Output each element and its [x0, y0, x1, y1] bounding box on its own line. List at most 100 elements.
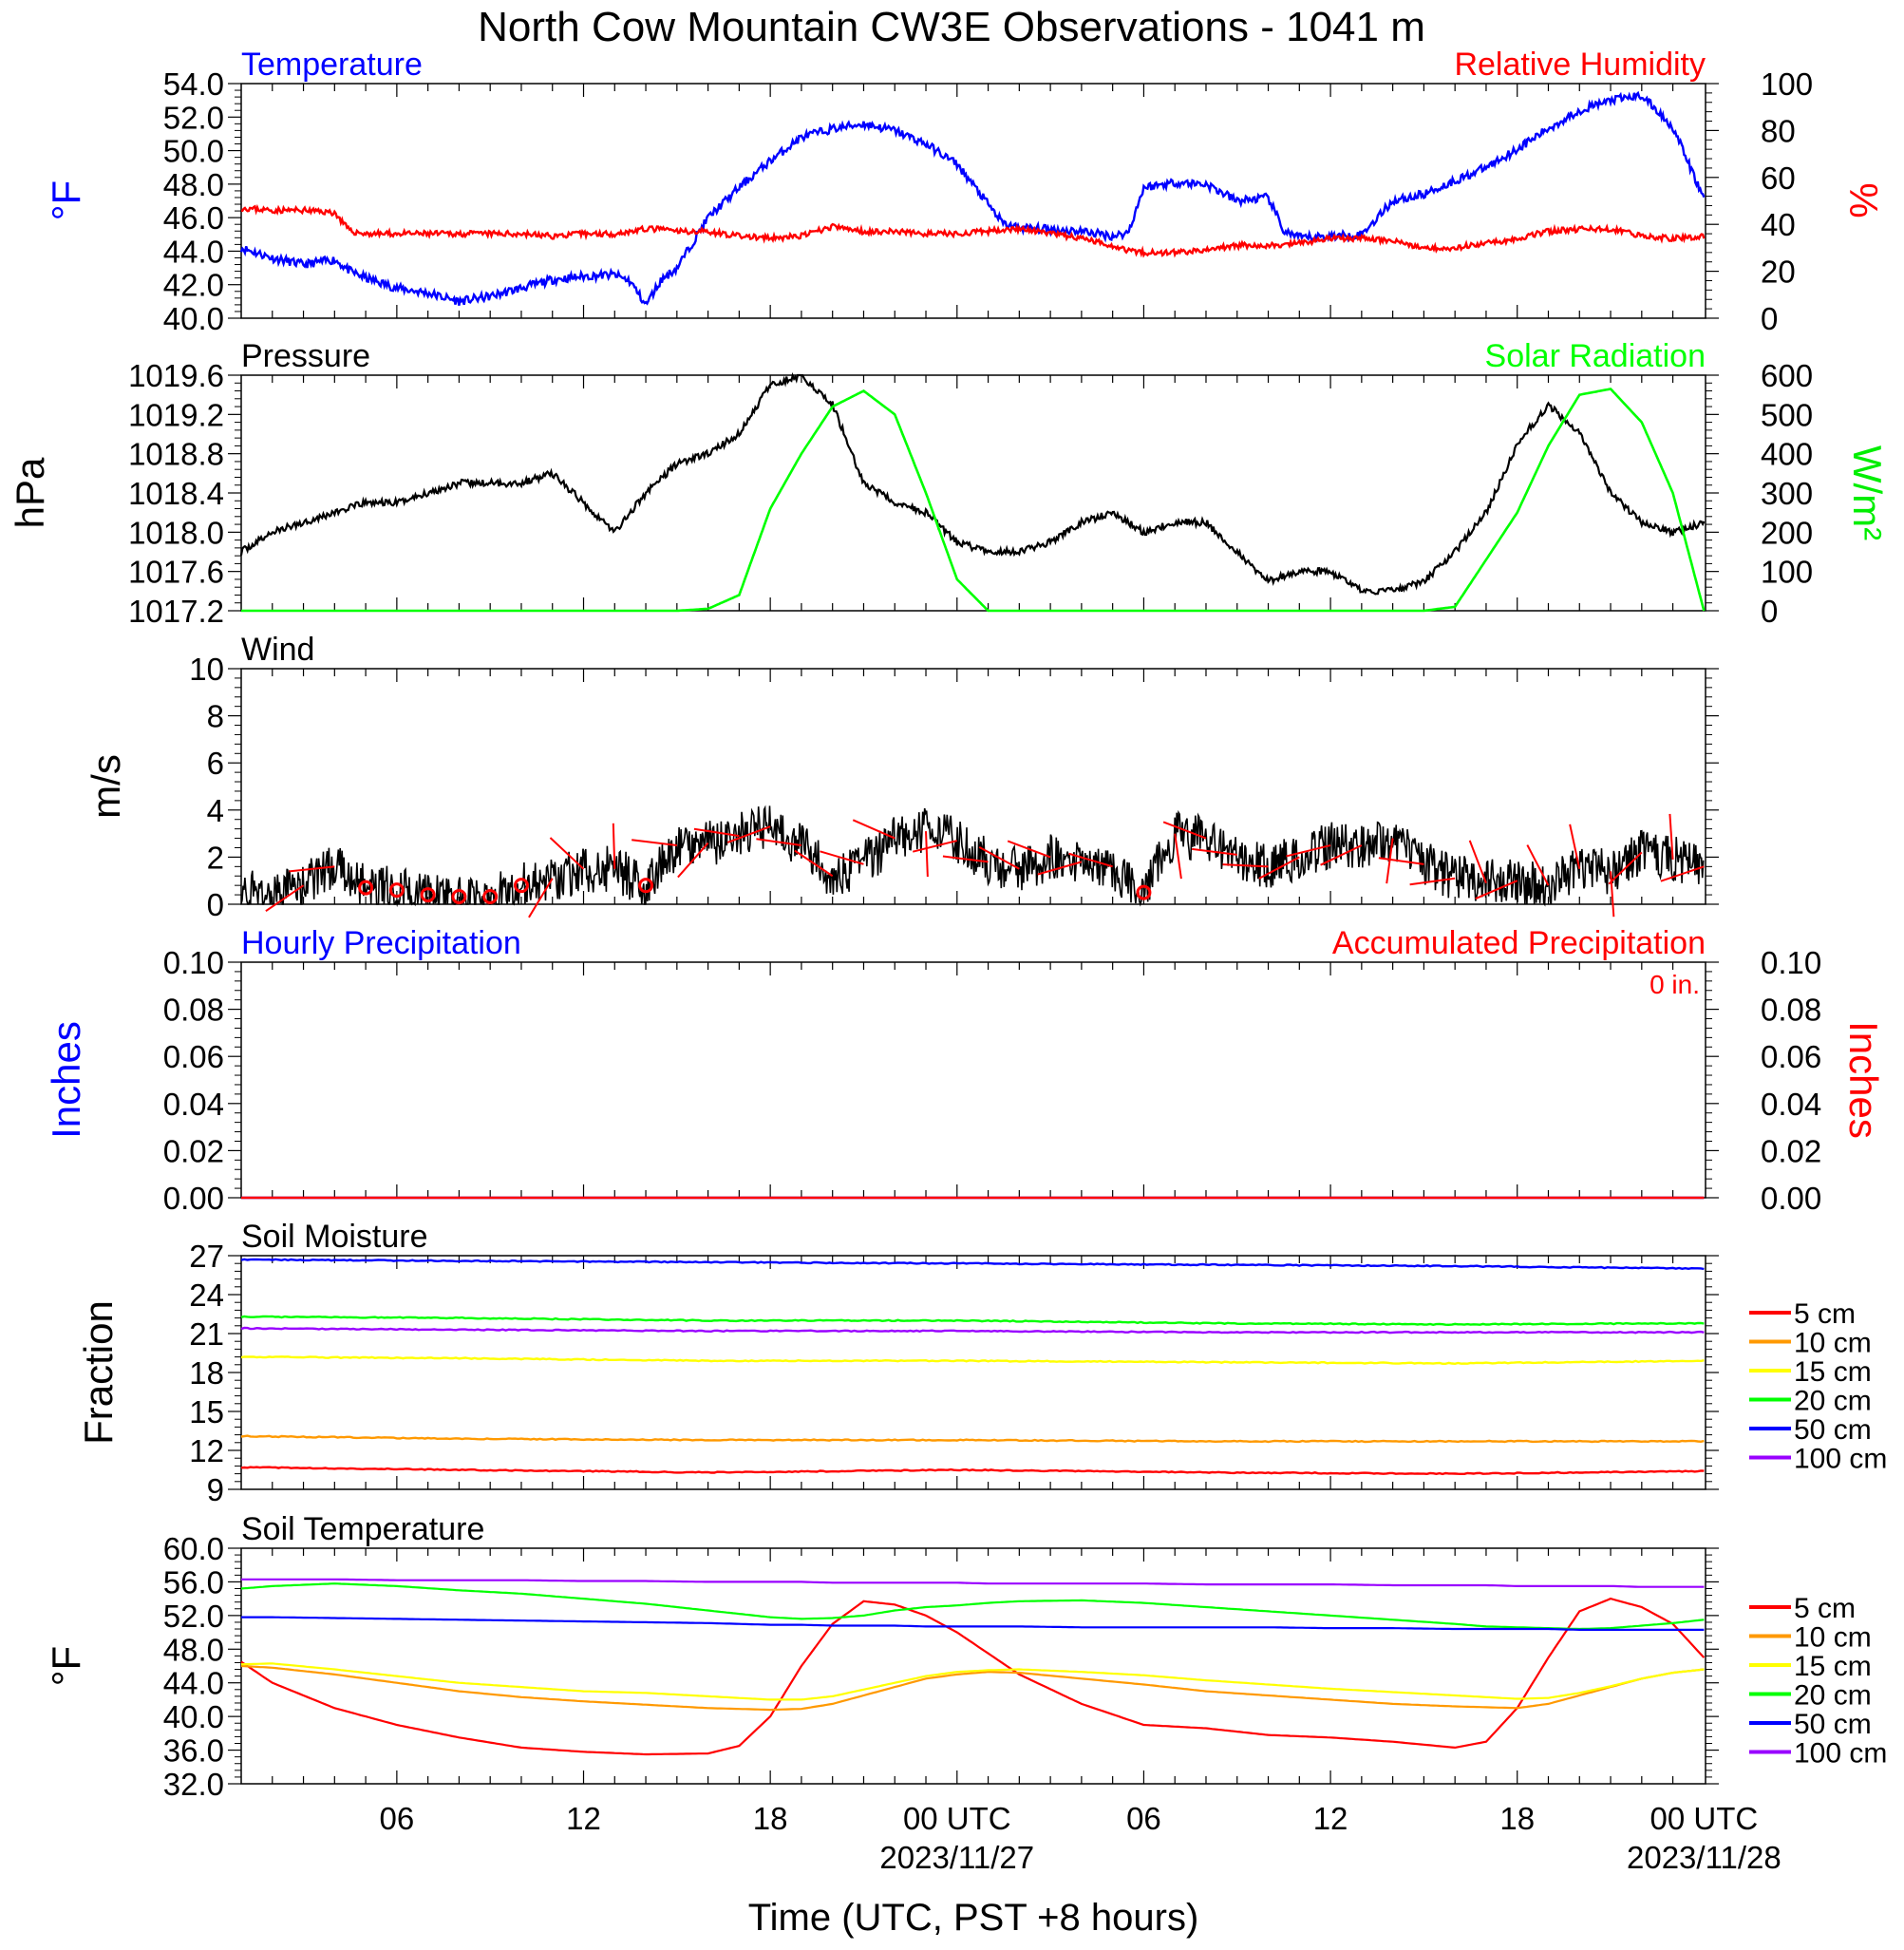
wind-barb	[1007, 840, 1051, 859]
y-tick-label: 32.0	[163, 1767, 224, 1802]
series-soil-moisture	[240, 1355, 1705, 1366]
x-tick-label: 06	[380, 1801, 415, 1836]
y-axis-label-hourly-precip: Inches	[44, 1021, 88, 1139]
wind-barb	[1378, 857, 1424, 865]
wind-barb	[756, 838, 802, 846]
legend-entry: 10 cm	[1794, 1622, 1872, 1654]
wind-barb	[1526, 844, 1550, 886]
series-humidity	[240, 203, 1706, 258]
y-axis-label-accumulated-precip: Inches	[1841, 1021, 1886, 1139]
y-tick-label: 0.08	[163, 993, 224, 1028]
y-tick-label: 46.0	[163, 200, 224, 236]
wind-barb	[852, 819, 895, 840]
legend-entry: 20 cm	[1794, 1680, 1872, 1712]
y-tick-label: 24	[189, 1278, 224, 1313]
figure-title: North Cow Mountain CW3E Observations - 1…	[478, 4, 1425, 50]
accumulated-total: 0 in.	[1650, 970, 1700, 999]
wind-barb	[1386, 838, 1394, 884]
wind-barb	[1286, 844, 1331, 858]
wind-barb	[726, 825, 771, 843]
panel-title-solar: Solar Radiation	[1485, 338, 1706, 374]
y2-tick-label: 40	[1761, 207, 1796, 242]
y-tick-label: 1018.4	[128, 476, 224, 511]
y-tick-label: 48.0	[163, 167, 224, 202]
panel-frame	[240, 1255, 1706, 1490]
y-tick-label: 18	[189, 1355, 224, 1391]
y-axis-label-soil-temperature: °F	[44, 1646, 88, 1686]
y2-tick-label: 0.10	[1761, 945, 1821, 980]
panel-title-humidity: Relative Humidity	[1454, 47, 1706, 83]
wind-barb	[1037, 861, 1083, 876]
legend-entry: 100 cm	[1794, 1444, 1887, 1475]
wind-barb	[912, 840, 958, 853]
panel-title-wind: Wind	[241, 632, 314, 668]
y-tick-label: 0.06	[163, 1039, 224, 1074]
wind-barb	[612, 823, 616, 869]
y-axis-label-solar: W/m²	[1845, 445, 1890, 540]
y-tick-label: 15	[189, 1394, 224, 1429]
wind-barb	[632, 839, 677, 846]
wind-barb	[693, 827, 740, 838]
calm-marker	[513, 878, 529, 894]
series-soil-moisture	[240, 1326, 1705, 1335]
y-tick-label: 27	[189, 1239, 224, 1274]
y-tick-label: 0.04	[163, 1087, 224, 1122]
y-tick-label: 8	[207, 699, 224, 734]
y-tick-label: 10	[189, 652, 224, 687]
series-soil-temperature	[241, 1616, 1705, 1631]
panel-frame	[240, 668, 1706, 905]
y-tick-label: 21	[189, 1316, 224, 1352]
y-tick-label: 9	[207, 1472, 224, 1507]
calm-marker	[482, 889, 499, 904]
y2-tick-label: 0.06	[1761, 1039, 1821, 1074]
y-tick-label: 48.0	[163, 1632, 224, 1667]
series-soil-moisture	[240, 1258, 1705, 1271]
legend-entry: 15 cm	[1794, 1651, 1872, 1682]
series-soil-temperature	[241, 1578, 1705, 1588]
y2-tick-label: 600	[1761, 358, 1813, 393]
y-tick-label: 44.0	[163, 1666, 224, 1701]
wind-barb	[942, 855, 989, 863]
y2-tick-label: 0.00	[1761, 1181, 1821, 1216]
wind-barb	[820, 850, 864, 865]
x-tick-label: 06	[1126, 1801, 1161, 1836]
wind-barb	[1222, 863, 1269, 868]
y-tick-label: 1017.6	[128, 555, 224, 590]
x-tick-label: 18	[753, 1801, 788, 1836]
y-axis-label-humidity: %	[1841, 182, 1886, 218]
y-tick-label: 0.02	[163, 1133, 224, 1168]
series-soil-temperature	[240, 1662, 1705, 1701]
panel-title-soil-moisture: Soil Moisture	[241, 1219, 428, 1255]
pressure-solar-panel: 1019.6 1019.2 1018.8 1018.4 1018.0 1017.6 1017…	[8, 338, 1890, 629]
y2-tick-label: 200	[1761, 515, 1813, 550]
y-tick-label: 6	[207, 746, 224, 781]
series-wind-speed	[240, 805, 1705, 908]
y-axis-label-wind: m/s	[84, 754, 128, 819]
panel-title-hourly-precip: Hourly Precipitation	[241, 925, 521, 961]
y-tick-label: 56.0	[163, 1564, 224, 1600]
series-soil-temperature	[240, 1597, 1706, 1756]
y2-tick-label: 0.04	[1761, 1087, 1821, 1122]
temperature-humidity-panel: 54.052.050.048.046.044.042.040.0 100 80 60 4…	[44, 47, 1886, 336]
panel-frame	[240, 961, 1706, 1199]
y2-tick-label: 0.08	[1761, 993, 1821, 1028]
calm-marker	[420, 887, 436, 903]
y-tick-label: 36.0	[163, 1733, 224, 1769]
y2-tick-label: 80	[1761, 113, 1796, 148]
y2-tick-label: 20	[1761, 255, 1796, 290]
panel-frame	[240, 83, 1706, 319]
wind-barb	[1192, 847, 1237, 856]
precipitation-panel: 0.10 0.08 0.06 0.04 0.02 0.00 0.10 0.08 0.06 0.04…	[44, 925, 1886, 1216]
wind-barb	[1258, 856, 1300, 880]
y-axis-label-pressure: hPa	[8, 457, 52, 528]
x-tick-label: 00 UTC	[1650, 1801, 1759, 1836]
y-tick-label: 44.0	[163, 234, 224, 269]
wind-panel: 10 8 6 4 2 0 Wind m/s	[84, 632, 1719, 922]
y2-tick-label: 500	[1761, 397, 1813, 432]
wind-barb	[794, 849, 834, 878]
series-soil-moisture	[240, 1434, 1705, 1444]
x-tick-label: 12	[1313, 1801, 1348, 1836]
y2-tick-label: 0	[1761, 594, 1778, 629]
y-tick-label: 0	[207, 887, 224, 922]
y-tick-label: 1018.0	[128, 515, 224, 550]
